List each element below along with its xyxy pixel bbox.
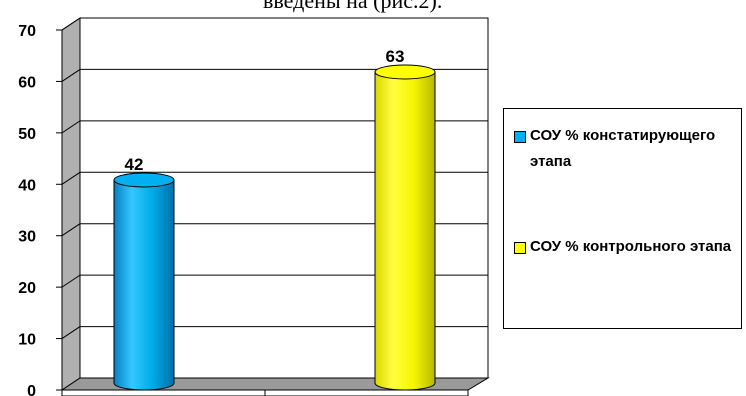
bar-body	[113, 179, 175, 391]
y-tick-label: 60	[18, 74, 36, 91]
legend-item-series-2: СОУ % контрольного этапа	[514, 234, 739, 260]
y-tick-label: 10	[18, 332, 36, 349]
gridline-diagonal	[61, 223, 81, 237]
gridline-diagonal	[61, 17, 81, 31]
gridline-diagonal	[61, 120, 81, 134]
gridline-diagonal	[61, 69, 81, 82]
plot-left-wall	[61, 17, 81, 391]
y-tick-label: 30	[18, 229, 36, 246]
legend-swatch-yellow	[514, 242, 526, 254]
y-tick-label: 70	[18, 23, 36, 40]
gridline-diagonal	[61, 171, 81, 185]
legend-label-series-1: СОУ % констатирующего этапа	[530, 127, 716, 170]
data-label-2: 63	[386, 47, 405, 66]
bars	[113, 64, 436, 391]
bar-1	[113, 172, 175, 391]
legend-label-series-2: СОУ % контрольного этапа	[530, 238, 732, 255]
data-labels: 42 63	[125, 47, 405, 174]
y-tick-label: 50	[18, 126, 36, 143]
data-label-1: 42	[125, 155, 144, 174]
legend-swatch-blue	[514, 131, 526, 143]
y-tick-label: 20	[18, 280, 36, 297]
caption-fragment: введены на (рис.2).	[263, 0, 443, 13]
bar-top	[374, 64, 436, 80]
legend-item-series-1: СОУ % констатирующего этапа	[514, 123, 739, 175]
bar-2	[374, 64, 436, 391]
bar-top	[113, 172, 175, 188]
y-tick-labels: 0 10 20 30 40 50 60 70	[18, 23, 62, 396]
y-tick-label: 40	[18, 177, 36, 194]
bar-body	[374, 71, 436, 391]
gridline-diagonal	[61, 326, 81, 339]
gridline-diagonal	[61, 274, 81, 288]
y-tick-label: 0	[27, 383, 36, 396]
legend: СОУ % констатирующего этапа СОУ % контро…	[503, 108, 742, 329]
